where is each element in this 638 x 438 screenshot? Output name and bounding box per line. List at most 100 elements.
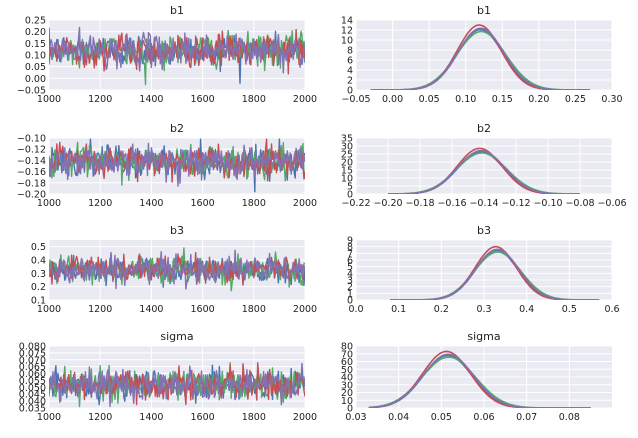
x-tick-label: −0.10 [533, 198, 562, 209]
panel-3: −0.22 −0.20 −0.18 −0.16 −0.14 −0.12 −0.10 −0.08… [341, 122, 627, 209]
x-tick-label: −0.18 [405, 198, 434, 209]
y-tick-label: 0.2 [31, 282, 46, 293]
x-tick-label: 1200 [88, 304, 112, 315]
y-tick-label: 25 [341, 150, 353, 161]
chain-density-line-4 [390, 248, 600, 300]
x-tick-label: 1200 [88, 412, 112, 423]
series-group [390, 245, 600, 300]
y-tick-label: 8 [347, 46, 353, 57]
panel-2: 1000 1200 1400 1600 1800 2000−0.10−0.12−0.14−… [17, 122, 317, 209]
y-tick-label: 3 [347, 276, 353, 287]
chain-density-line-4 [368, 353, 591, 408]
panel-7: 0.03 0.04 0.05 0.06 0.07 0.08 0102030405060708… [341, 330, 612, 423]
y-tick-label: 4 [347, 66, 353, 77]
x-tick-label: 1400 [139, 412, 163, 423]
y-tick-label: 8 [347, 242, 353, 253]
series-group [49, 26, 305, 86]
x-tick-label: 2000 [293, 198, 317, 209]
y-tick-label: 0.045 [19, 390, 46, 401]
y-tick-label: 40 [341, 373, 353, 384]
y-tick-label: 0.10 [25, 51, 46, 62]
y-tick-label: 6 [347, 256, 353, 267]
x-tick-label: 0.6 [604, 304, 619, 315]
y-tick-label: 80 [341, 342, 353, 353]
y-tick-label: 0.25 [25, 16, 46, 27]
x-tick-label: 1800 [242, 412, 266, 423]
x-tick-label: −0.12 [501, 198, 530, 209]
x-tick-label: 0.5 [562, 304, 577, 315]
x-tick-label: 0.20 [528, 94, 549, 105]
y-tick-label: 12 [341, 26, 353, 37]
x-tick-label: −0.08 [565, 198, 594, 209]
y-tick-label: 0.05 [25, 62, 46, 73]
y-tick-label: 2 [347, 76, 353, 87]
series-group [49, 362, 305, 408]
x-tick-label: 1800 [242, 94, 266, 105]
y-tick-label: 2 [347, 282, 353, 293]
x-tick-label: 0.04 [388, 412, 409, 423]
x-tick-label: 0.3 [476, 304, 491, 315]
chain-trace-line-2 [49, 247, 305, 292]
panel-title: sigma [160, 330, 193, 343]
chain-density-line-4 [388, 149, 580, 194]
panel-title: b3 [477, 224, 491, 237]
panel-6: 1000 1200 1400 1600 1800 20000.0350.0400.0450… [19, 330, 317, 423]
y-tick-label: 60 [341, 357, 353, 368]
chain-trace-line-4 [49, 142, 305, 187]
y-tick-label: 5 [347, 182, 353, 193]
y-tick-label: 50 [341, 365, 353, 376]
x-tick-label: 1800 [242, 198, 266, 209]
y-tick-label: 10 [341, 36, 353, 47]
x-tick-label: 0.10 [455, 94, 476, 105]
y-tick-label: 0.5 [31, 242, 46, 253]
x-tick-label: 0.0 [348, 304, 363, 315]
x-tick-label: 1600 [191, 94, 215, 105]
x-tick-label: −0.06 [597, 198, 626, 209]
x-tick-label: 1400 [139, 94, 163, 105]
x-tick-label: −0.16 [437, 198, 466, 209]
chain-trace-line-4 [49, 362, 305, 408]
y-tick-label: 7 [347, 249, 353, 260]
x-tick-label: 0.06 [473, 412, 494, 423]
x-tick-label: 1200 [88, 198, 112, 209]
panel-title: sigma [467, 330, 500, 343]
y-tick-label: 15 [341, 166, 353, 177]
x-tick-label: 1600 [191, 304, 215, 315]
y-tick-label: 30 [341, 142, 353, 153]
x-tick-label: 1200 [88, 94, 112, 105]
x-tick-label: −0.05 [341, 94, 370, 105]
x-tick-label: 0.07 [516, 412, 537, 423]
x-tick-label: 1400 [139, 198, 163, 209]
y-tick-label: 0.070 [19, 355, 46, 366]
x-tick-label: 1000 [37, 198, 61, 209]
x-tick-label: 1600 [191, 412, 215, 423]
y-tick-label: 0 [347, 404, 353, 415]
x-tick-label: 2000 [293, 412, 317, 423]
y-tick-label: −0.20 [17, 190, 46, 201]
y-tick-label: 14 [341, 16, 353, 27]
y-tick-label: 6 [347, 56, 353, 67]
y-tick-label: 0.15 [25, 39, 46, 50]
y-tick-label: 0.075 [19, 348, 46, 359]
y-tick-label: 0.055 [19, 376, 46, 387]
y-tick-label: 0.080 [19, 342, 46, 353]
x-tick-label: 0.25 [565, 94, 586, 105]
y-tick-label: 0 [347, 86, 353, 97]
x-tick-label: 1800 [242, 304, 266, 315]
y-tick-label: 70 [341, 349, 353, 360]
panel-title: b1 [477, 4, 491, 17]
y-tick-label: 4 [347, 269, 353, 280]
panel-title: b2 [170, 122, 184, 135]
x-tick-label: 0.15 [492, 94, 513, 105]
y-tick-label: 30 [341, 380, 353, 391]
y-tick-label: 10 [341, 396, 353, 407]
y-tick-label: 0.040 [19, 397, 46, 408]
x-tick-label: 1000 [37, 94, 61, 105]
panel-title: b3 [170, 224, 184, 237]
y-tick-label: 0 [347, 190, 353, 201]
x-tick-label: −0.22 [341, 198, 370, 209]
y-tick-label: 1 [347, 289, 353, 300]
y-tick-label: 0.00 [25, 74, 46, 85]
